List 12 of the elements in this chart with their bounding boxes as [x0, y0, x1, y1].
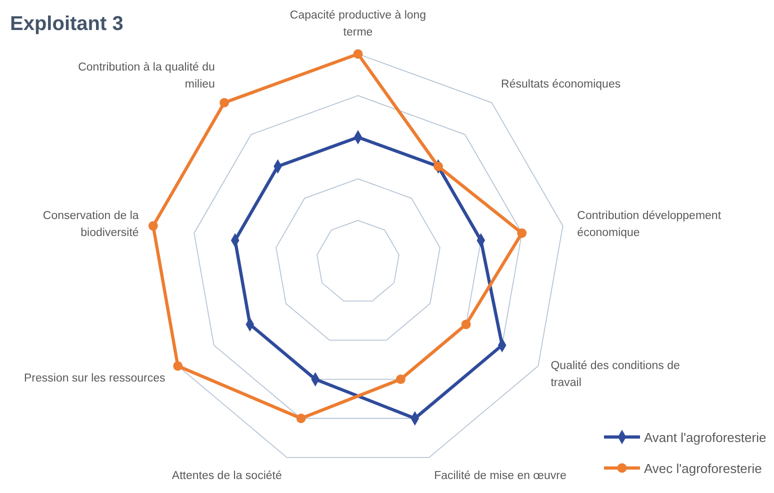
spoke-label: Contribution à la qualité du milieu — [78, 62, 215, 91]
spoke-label: Conservation de la biodiversité — [42, 210, 140, 239]
spoke-label: Contribution développement économique — [577, 210, 722, 239]
spoke-label: Pression sur les ressources — [24, 372, 166, 384]
legend-label: Avec l'agroforesterie — [644, 461, 762, 476]
spoke-label: Facilité de mise en œuvre — [434, 470, 566, 482]
chart-title: Exploitant 3 — [10, 13, 124, 35]
legend-label: Avant l'agroforesterie — [644, 430, 766, 445]
spoke-label: Capacité productive à long terme — [290, 9, 426, 38]
spoke-label: Résultats économiques — [501, 78, 621, 91]
spoke-label: Attentes de la société — [172, 470, 282, 482]
spoke-label: Qualité des conditions de travail — [550, 360, 680, 389]
